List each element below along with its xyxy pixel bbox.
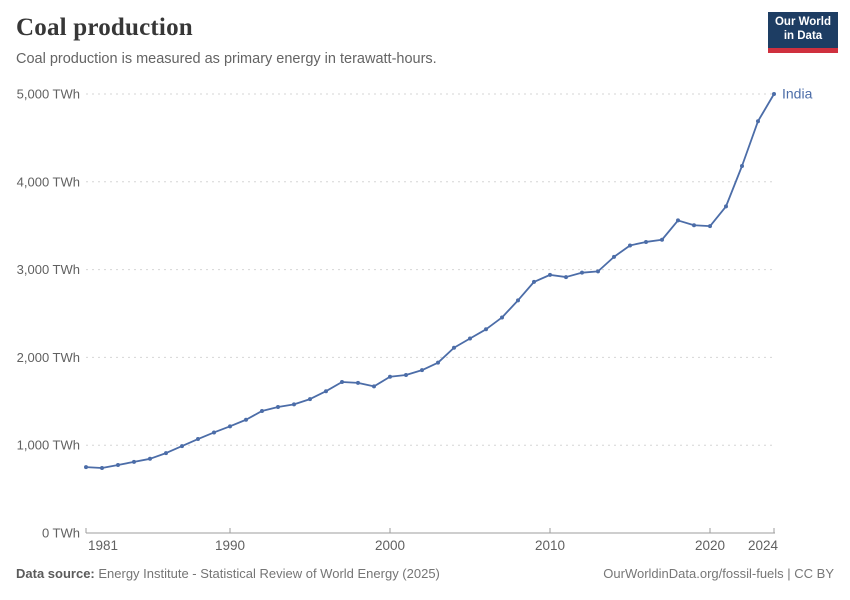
data-point[interactable] [212,430,216,435]
owid-url-link[interactable]: OurWorldinData.org/fossil-fuels | CC BY [603,566,834,581]
data-source-text: Energy Institute - Statistical Review of… [94,566,440,581]
data-point[interactable] [468,336,472,341]
owid-logo-line1: Our World [774,16,831,29]
data-point[interactable] [452,345,456,350]
data-point[interactable] [372,384,376,389]
data-point[interactable] [580,270,584,275]
data-point[interactable] [228,424,232,429]
data-point[interactable] [676,218,680,223]
data-point[interactable] [180,444,184,449]
y-axis-tick-label: 4,000 TWh [17,174,80,189]
data-point[interactable] [388,374,392,379]
data-point[interactable] [660,237,664,242]
data-point[interactable] [692,223,696,228]
data-point[interactable] [356,380,360,385]
data-point[interactable] [84,465,88,470]
data-point[interactable] [756,119,760,124]
data-point[interactable] [132,459,136,464]
data-point[interactable] [596,269,600,274]
y-axis-tick-label: 2,000 TWh [17,350,80,365]
data-point[interactable] [740,163,744,168]
data-point[interactable] [772,92,776,96]
data-point[interactable] [548,272,552,277]
data-source-note: Data source: Energy Institute - Statisti… [16,566,440,581]
data-point[interactable] [420,368,424,373]
data-point[interactable] [244,417,248,422]
chart-footer: Data source: Energy Institute - Statisti… [16,566,834,581]
chart-subtitle: Coal production is measured as primary e… [16,51,437,67]
data-point[interactable] [484,327,488,332]
owid-logo-line2: in Data [783,30,823,42]
data-point[interactable] [612,254,616,259]
data-point[interactable] [148,456,152,461]
x-axis-tick-label: 2000 [375,538,405,553]
data-point[interactable] [404,372,408,377]
data-point[interactable] [708,224,712,229]
data-point[interactable] [564,275,568,280]
data-point[interactable] [436,360,440,365]
data-point[interactable] [516,298,520,303]
data-point[interactable] [644,239,648,244]
entity-label-india[interactable]: India [782,86,813,102]
data-point[interactable] [532,279,536,284]
data-point[interactable] [292,402,296,407]
data-point[interactable] [308,397,312,402]
x-axis-tick-label: 2024 [748,538,779,553]
x-axis-tick-label: 2010 [535,538,565,553]
y-axis-tick-label: 0 TWh [42,526,80,541]
x-axis-tick-label: 1981 [88,538,118,553]
data-point[interactable] [324,389,328,394]
data-point[interactable] [724,204,728,209]
data-point[interactable] [276,405,280,410]
y-axis-tick-label: 3,000 TWh [17,262,80,277]
data-point[interactable] [100,466,104,471]
x-axis-tick-label: 2020 [695,538,725,553]
data-point[interactable] [116,462,120,467]
y-axis-tick-label: 5,000 TWh [17,87,80,102]
page-title: Coal production [16,14,193,41]
x-axis-tick-label: 1990 [215,538,245,553]
data-point[interactable] [500,315,504,320]
data-point[interactable] [260,408,264,413]
owid-logo[interactable]: Our World in Data [768,12,838,53]
data-point[interactable] [164,451,168,456]
data-point[interactable] [628,243,632,248]
chart-header: Coal production Coal production is measu… [16,14,834,67]
series-line-india[interactable] [85,93,775,469]
y-axis-tick-label: 1,000 TWh [17,438,80,453]
data-source-label: Data source: [16,566,95,581]
data-point[interactable] [340,379,344,384]
data-point[interactable] [196,437,200,442]
